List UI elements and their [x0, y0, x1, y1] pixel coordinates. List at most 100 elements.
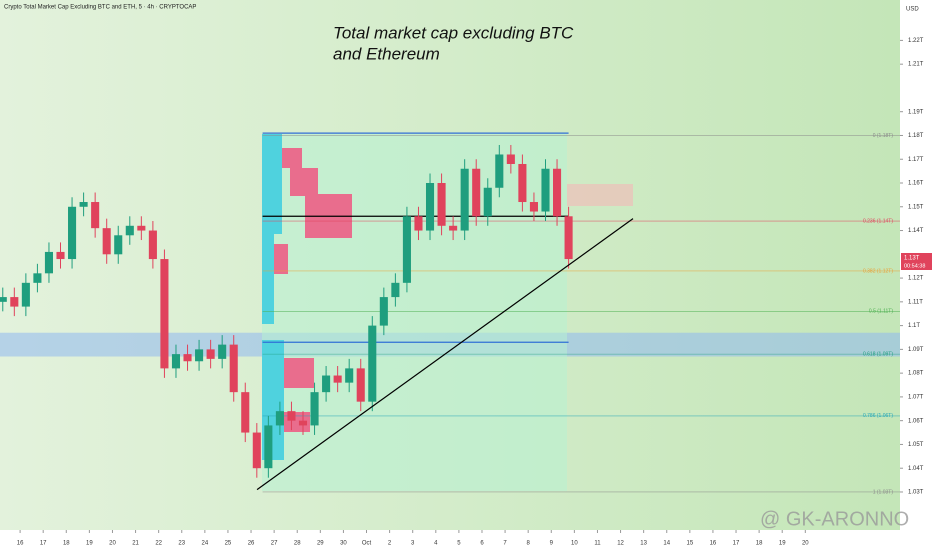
- x-tick-label: 14: [663, 541, 670, 547]
- candle-body: [437, 183, 446, 226]
- price-label: 1.13T: [904, 256, 920, 262]
- x-tick-label: 24: [202, 541, 209, 547]
- y-tick-label: 1.18T: [908, 133, 924, 139]
- y-tick-label: 1.07T: [908, 394, 924, 400]
- price-axis-panel: [900, 0, 932, 550]
- x-tick-label: 7: [503, 541, 507, 547]
- y-tick-label: 1.21T: [908, 62, 924, 68]
- profile-bar: [290, 168, 318, 196]
- candle-body: [472, 168, 481, 217]
- x-tick-label: Oct: [362, 541, 372, 547]
- x-tick-label: 28: [294, 541, 301, 547]
- watermark: @ GK-ARONNO: [760, 508, 909, 530]
- fib-label: 0.236 (1.14T): [863, 218, 893, 224]
- x-tick-label: 3: [411, 541, 415, 547]
- x-tick-label: 16: [710, 541, 717, 547]
- title-line: and Ethereum: [333, 44, 440, 63]
- fib-label: 0.618 (1.09T): [863, 351, 893, 357]
- x-tick-label: 25: [225, 541, 232, 547]
- candle-body: [333, 375, 342, 383]
- candle-body: [241, 392, 250, 433]
- candle-body: [21, 282, 30, 307]
- candle-body: [33, 273, 42, 283]
- x-tick-label: 21: [132, 541, 139, 547]
- candle-body: [298, 420, 308, 426]
- candle-body: [102, 228, 111, 255]
- y-tick-label: 1.06T: [908, 418, 924, 424]
- fib-label: 1 (1.03T): [873, 489, 894, 495]
- candle-body: [56, 251, 65, 260]
- x-tick-label: 11: [594, 541, 601, 547]
- candle-body: [529, 202, 538, 212]
- profile-bar: [282, 148, 302, 168]
- candle-body: [460, 168, 469, 231]
- x-tick-label: 5: [457, 541, 461, 547]
- profile-bar: [284, 358, 314, 388]
- candle-body: [495, 154, 504, 188]
- x-tick-label: 4: [434, 541, 438, 547]
- y-tick-label: 1.17T: [908, 157, 924, 163]
- candle-body: [506, 154, 515, 164]
- time-axis-panel: [0, 530, 900, 550]
- candle-body: [322, 375, 331, 393]
- x-tick-label: 12: [617, 541, 624, 547]
- candle-body: [356, 368, 365, 402]
- x-tick-label: 27: [271, 541, 278, 547]
- x-tick-label: 29: [317, 541, 324, 547]
- x-tick-label: 19: [779, 541, 786, 547]
- x-tick-label: 8: [527, 541, 531, 547]
- countdown: 00:54:38: [904, 263, 925, 269]
- candle-body: [79, 202, 88, 207]
- fib-label: 0.786 (1.06T): [863, 413, 893, 419]
- currency: USD: [906, 7, 919, 13]
- candle-body: [114, 235, 123, 255]
- candle-body: [553, 168, 562, 217]
- y-tick-label: 1.19T: [908, 109, 924, 115]
- x-tick-label: 10: [571, 541, 578, 547]
- candle-body: [68, 206, 77, 260]
- candle-body: [218, 344, 227, 359]
- candle-body: [483, 187, 492, 217]
- y-tick-label: 1.04T: [908, 466, 924, 472]
- candle-body: [425, 183, 435, 231]
- candle-body: [391, 282, 400, 298]
- x-tick-label: 23: [178, 541, 185, 547]
- x-tick-label: 20: [802, 541, 809, 547]
- candle-body: [44, 251, 54, 274]
- volume-profile: [262, 134, 633, 491]
- candle-body: [379, 297, 388, 326]
- candle-body: [402, 216, 411, 283]
- x-tick-label: 15: [686, 541, 693, 547]
- candle-body: [148, 230, 157, 260]
- x-tick-label: 6: [480, 541, 484, 547]
- candle-body: [229, 344, 238, 393]
- x-tick-label: 18: [63, 541, 70, 547]
- fib-label: 0 (1.18T): [873, 133, 894, 139]
- candle-body: [541, 168, 550, 212]
- y-tick-label: 1.09T: [908, 347, 924, 353]
- candle-body: [449, 225, 458, 231]
- candle-body: [171, 354, 181, 369]
- profile-bar: [262, 134, 282, 234]
- candle-body: [160, 259, 169, 369]
- fib-label: 0.5 (1.11T): [869, 309, 893, 315]
- candle-body: [0, 297, 7, 302]
- y-tick-label: 1.11T: [908, 299, 923, 305]
- candle-body: [91, 202, 100, 229]
- profile-bar: [274, 244, 288, 274]
- candle-body: [252, 432, 261, 469]
- x-tick-label: 26: [248, 541, 255, 547]
- x-tick-label: 17: [40, 541, 47, 547]
- y-tick-label: 1.12T: [908, 276, 924, 282]
- candle-body: [183, 354, 192, 362]
- y-tick-label: 1.1T: [908, 323, 920, 329]
- candle-body: [275, 411, 284, 426]
- trendline: [256, 218, 634, 491]
- x-tick-label: 30: [340, 541, 347, 547]
- x-tick-label: 22: [155, 541, 162, 547]
- x-tick-label: 20: [109, 541, 116, 547]
- candle-body: [10, 297, 19, 307]
- y-tick-label: 1.08T: [908, 371, 924, 377]
- y-tick-label: 1.22T: [908, 38, 924, 44]
